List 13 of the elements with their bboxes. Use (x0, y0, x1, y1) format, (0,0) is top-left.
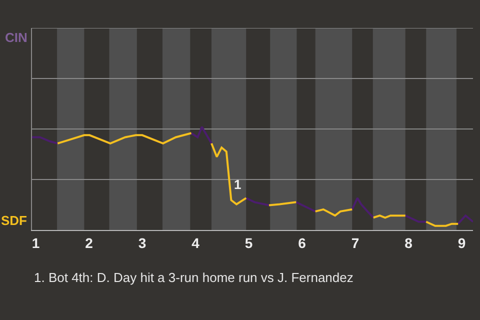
x-tick-label: 9 (458, 234, 466, 251)
x-tick-label: 6 (298, 234, 306, 251)
text: CIN (5, 30, 28, 45)
x-tick-label: 5 (244, 234, 253, 251)
x-tick-label: 2 (85, 234, 94, 251)
x-tick-label: 1 (32, 234, 40, 251)
x-tick-label: 8 (404, 234, 413, 251)
x-tick-label: 7 (351, 234, 360, 251)
text: SDF (1, 213, 28, 228)
x-tick-label: 3 (138, 234, 146, 251)
text: 1. Bot 4th: D. Day hit a 3-run home run vs J. Fernandez (34, 270, 354, 285)
annotation: 1 (234, 177, 242, 192)
x-tick-label: 4 (192, 234, 200, 251)
